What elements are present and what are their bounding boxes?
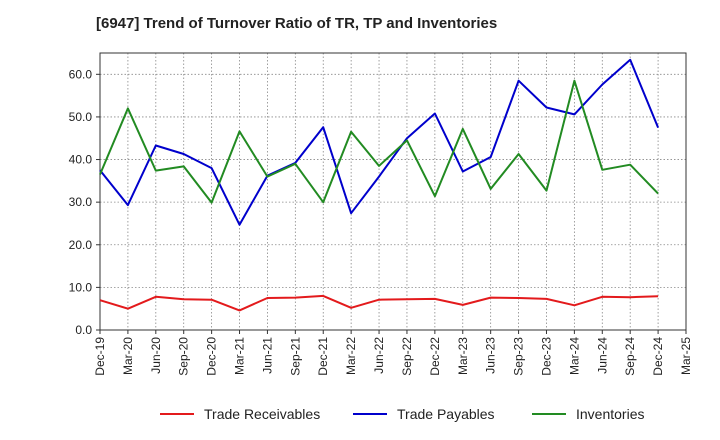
x-tick-label: Sep-23 (512, 337, 526, 376)
y-axis: 0.0 10.0 20.0 30.0 40.0 50.0 60.0 (69, 67, 100, 337)
y-tick-label: 60.0 (69, 67, 93, 81)
x-tick-label: Dec-19 (93, 337, 107, 376)
x-tick-label: Jun-22 (372, 337, 386, 374)
x-tick-label: Mar-22 (344, 337, 358, 375)
x-tick-label: Jun-21 (260, 337, 274, 374)
x-tick-label: Dec-20 (205, 337, 219, 376)
x-axis: Dec-19 Mar-20 Jun-20 Sep-20 Dec-20 Mar-21 Jun-… (93, 330, 693, 376)
x-tick-label: Sep-20 (177, 337, 191, 376)
series-line-trade-receivables (99, 294, 659, 312)
x-tick-label: Jun-20 (149, 337, 163, 374)
x-tick-label: Jun-24 (595, 337, 609, 374)
x-tick-label: Dec-23 (539, 337, 553, 376)
x-tick-label: Mar-24 (567, 337, 581, 375)
x-tick-label: Mar-23 (456, 337, 470, 375)
x-tick-label: Jun-23 (484, 337, 498, 374)
legend-label: Trade Payables (397, 406, 495, 422)
series-lines (99, 58, 660, 312)
x-tick-label: Sep-22 (400, 337, 414, 376)
y-tick-label: 30.0 (69, 195, 93, 209)
x-tick-label: Sep-24 (623, 337, 637, 376)
x-tick-label: Mar-25 (679, 337, 693, 375)
grid-lines (100, 53, 686, 330)
chart-title: [6947] Trend of Turnover Ratio of TR, TP… (96, 15, 498, 32)
x-tick-label: Mar-20 (121, 337, 135, 375)
x-tick-label: Mar-21 (233, 337, 247, 375)
y-tick-label: 40.0 (69, 153, 93, 167)
legend-label: Inventories (576, 406, 644, 422)
x-tick-label: Sep-21 (288, 337, 302, 376)
y-tick-label: 10.0 (69, 280, 93, 294)
series-line-trade-payables (99, 58, 660, 226)
legend: Trade Receivables Trade Payables Inventori… (160, 406, 644, 422)
y-tick-label: 20.0 (69, 238, 93, 252)
legend-label: Trade Receivables (204, 406, 320, 422)
x-tick-label: Dec-21 (316, 337, 330, 376)
y-tick-label: 50.0 (69, 110, 93, 124)
plot-frame (99, 52, 687, 331)
x-tick-label: Dec-24 (651, 337, 665, 376)
y-tick-label: 0.0 (75, 323, 92, 337)
series-line-inventories (99, 79, 659, 204)
x-tick-label: Dec-22 (428, 337, 442, 376)
